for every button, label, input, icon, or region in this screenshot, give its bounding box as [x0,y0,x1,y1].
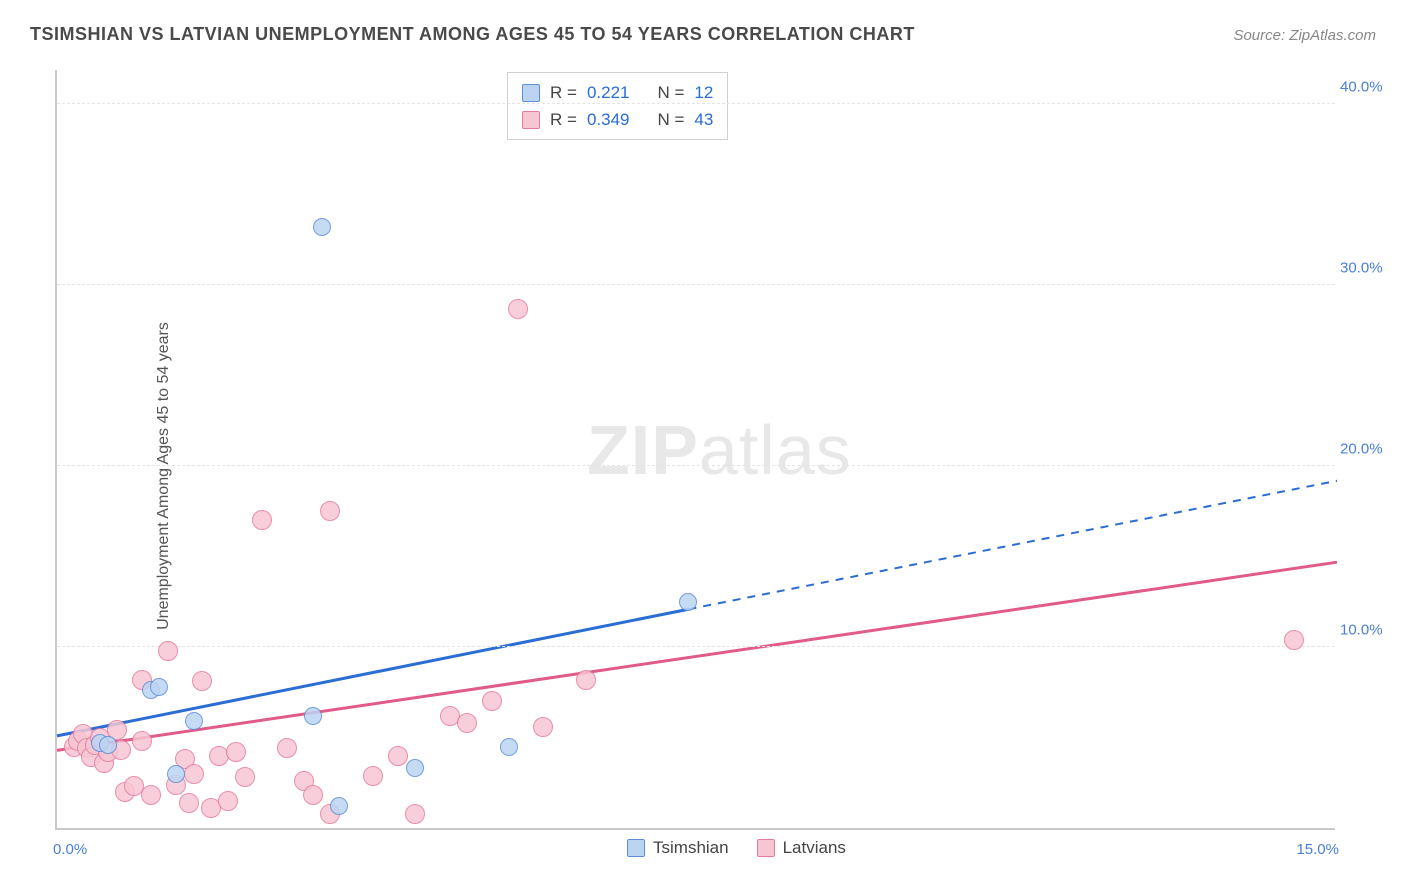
y-tick-label: 20.0% [1340,441,1395,458]
x-tick-label: 0.0% [53,841,87,858]
trend-line [688,481,1337,609]
latvians-point [277,738,297,758]
latvians-point [184,764,204,784]
latvians-point [192,671,212,691]
latvians-point [132,731,152,751]
gridline [57,103,1335,104]
r-label: R = [550,106,577,133]
latvians-point [508,299,528,319]
n-value: 12 [694,79,713,106]
n-value: 43 [694,106,713,133]
legend-label: Tsimshian [653,838,729,858]
latvians-point [388,746,408,766]
r-label: R = [550,79,577,106]
latvians-point [405,804,425,824]
tsimshian-point [406,759,424,777]
stats-row: R = 0.349 N = 43 [522,106,713,133]
gridline [57,465,1335,466]
legend-item: Tsimshian [627,838,729,858]
y-tick-label: 10.0% [1340,622,1395,639]
latvians-point [576,670,596,690]
legend-swatch [757,839,775,857]
latvians-point [179,793,199,813]
tsimshian-point [304,707,322,725]
latvians-point [457,713,477,733]
latvians-point [363,766,383,786]
n-label: N = [657,106,684,133]
latvians-point [141,785,161,805]
x-tick-label: 15.0% [1296,841,1339,858]
gridline [57,284,1335,285]
tsimshian-point [679,593,697,611]
latvians-point [235,767,255,787]
latvians-point [482,691,502,711]
tsimshian-point [185,712,203,730]
n-label: N = [657,79,684,106]
stats-legend-box: R = 0.221 N = 12 R = 0.349 N = 43 [507,72,728,140]
legend-label: Latvians [783,838,846,858]
legend-swatch [522,84,540,102]
tsimshian-point [330,797,348,815]
tsimshian-point [500,738,518,756]
gridline [57,646,1335,647]
legend-swatch [627,839,645,857]
latvians-point [533,717,553,737]
latvians-point [303,785,323,805]
chart-container: Unemployment Among Ages 45 to 54 years Z… [0,60,1406,892]
latvians-point [320,501,340,521]
legend-item: Latvians [757,838,846,858]
y-tick-label: 30.0% [1340,260,1395,277]
trend-line [57,562,1337,750]
legend-swatch [522,111,540,129]
series-legend: Tsimshian Latvians [627,838,846,858]
source-attribution: Source: ZipAtlas.com [1233,27,1376,44]
y-tick-label: 40.0% [1340,79,1395,96]
tsimshian-point [150,678,168,696]
r-value: 0.349 [587,106,630,133]
tsimshian-point [99,736,117,754]
tsimshian-point [167,765,185,783]
chart-title: TSIMSHIAN VS LATVIAN UNEMPLOYMENT AMONG … [30,24,915,45]
plot-area: ZIPatlas R =0.221N =12R =0.349N =43 Tsim… [55,70,1335,830]
tsimshian-point [313,218,331,236]
r-value: 0.221 [587,79,630,106]
stats-row: R = 0.221 N = 12 [522,79,713,106]
latvians-point [1284,630,1304,650]
latvians-point [158,641,178,661]
trendlines-svg [57,70,1337,830]
latvians-point [218,791,238,811]
latvians-point [252,510,272,530]
latvians-point [226,742,246,762]
